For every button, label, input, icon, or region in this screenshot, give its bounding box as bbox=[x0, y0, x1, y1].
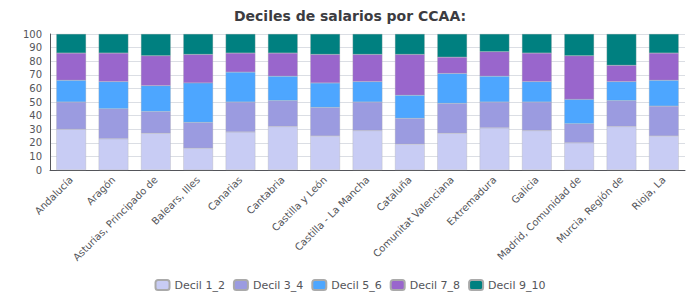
svg-text:Decil 7_8: Decil 7_8 bbox=[410, 279, 460, 292]
svg-text:40: 40 bbox=[29, 110, 42, 121]
svg-text:70: 70 bbox=[29, 69, 42, 80]
svg-text:Cataluña: Cataluña bbox=[374, 174, 413, 213]
svg-text:50: 50 bbox=[29, 97, 42, 108]
svg-text:Canarias: Canarias bbox=[206, 174, 245, 213]
svg-text:60: 60 bbox=[29, 83, 42, 94]
svg-text:Castilla y León: Castilla y León bbox=[269, 174, 330, 234]
svg-text:10: 10 bbox=[29, 151, 42, 162]
svg-text:Decil 1_2: Decil 1_2 bbox=[175, 279, 225, 292]
svg-text:80: 80 bbox=[29, 56, 42, 67]
svg-text:20: 20 bbox=[29, 137, 42, 148]
svg-text:Galicia: Galicia bbox=[509, 174, 541, 206]
svg-text:Decil 5_6: Decil 5_6 bbox=[331, 279, 381, 292]
svg-text:Rioja, La: Rioja, La bbox=[630, 174, 668, 212]
svg-text:Balears, Illes: Balears, Illes bbox=[149, 174, 202, 227]
svg-text:Aragón: Aragón bbox=[84, 174, 117, 207]
svg-text:Murcia, Región de: Murcia, Región de bbox=[554, 174, 625, 245]
svg-text:Andalucía: Andalucía bbox=[33, 174, 76, 217]
svg-text:90: 90 bbox=[29, 42, 42, 53]
svg-text:Deciles de salarios por CCAA:: Deciles de salarios por CCAA: bbox=[234, 8, 466, 24]
svg-text:Asturias, Principado de: Asturias, Principado de bbox=[71, 174, 160, 263]
svg-text:Madrid, Comunidad de: Madrid, Comunidad de bbox=[495, 174, 583, 262]
svg-text:30: 30 bbox=[29, 124, 42, 135]
svg-text:Castilla - La Mancha: Castilla - La Mancha bbox=[293, 174, 372, 253]
svg-text:100: 100 bbox=[23, 29, 42, 40]
svg-text:Cantabria: Cantabria bbox=[244, 174, 286, 216]
svg-text:0: 0 bbox=[36, 165, 42, 176]
svg-text:Decil 9_10: Decil 9_10 bbox=[488, 279, 545, 292]
svg-text:Extremadura: Extremadura bbox=[445, 174, 499, 228]
svg-text:Decil 3_4: Decil 3_4 bbox=[253, 279, 303, 292]
svg-text:Comunitat Valenciana: Comunitat Valenciana bbox=[371, 174, 456, 259]
